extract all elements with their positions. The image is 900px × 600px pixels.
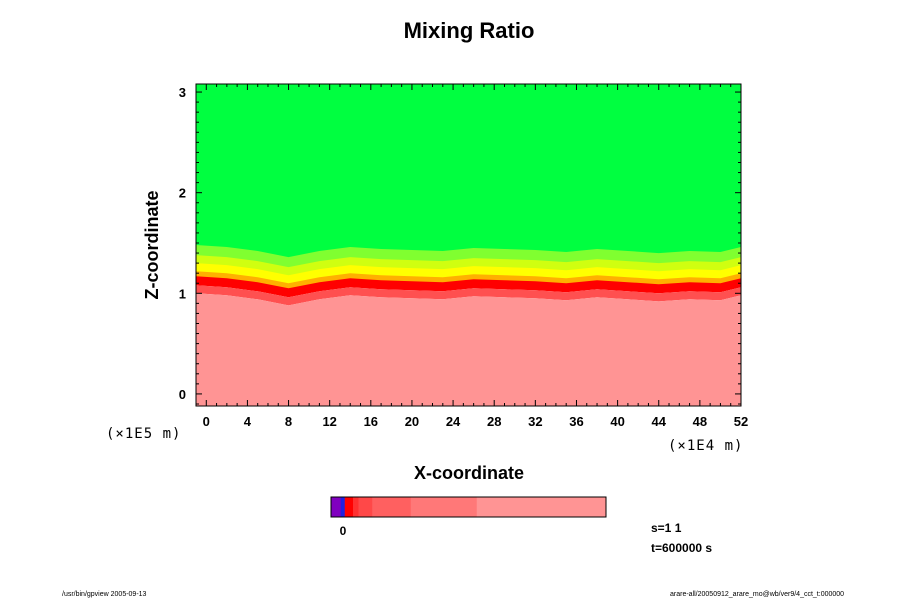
y-tick-label: 1 xyxy=(179,286,186,301)
x-tick-label: 48 xyxy=(693,414,707,429)
layer-front-lower xyxy=(196,285,741,306)
y-unit-label: (×1E5 m) xyxy=(106,426,181,442)
plot-frame xyxy=(195,83,742,407)
footer-right: arare-all/20050912_arare_mo@wb/ver9/4_cc… xyxy=(670,591,844,598)
colorbar-segment xyxy=(372,497,412,517)
x-tick-label: 36 xyxy=(569,414,583,429)
layer-lower xyxy=(196,293,741,406)
x-unit-label: (×1E4 m) xyxy=(668,438,743,454)
colorbar-segment xyxy=(340,497,346,517)
step-annotation: s=1 1 xyxy=(651,521,682,535)
colorbar-segment xyxy=(344,497,354,517)
x-tick-label: 28 xyxy=(487,414,501,429)
plot-area xyxy=(196,84,741,406)
x-tick-label: 0 xyxy=(203,414,210,429)
colorbar-segment xyxy=(476,497,607,517)
colorbar-label: 0 xyxy=(340,524,347,538)
x-tick-label: 32 xyxy=(528,414,542,429)
colorbar-segment xyxy=(410,497,478,517)
x-tick-label: 16 xyxy=(364,414,378,429)
time-annotation: t=600000 s xyxy=(651,541,712,555)
x-tick-label: 12 xyxy=(322,414,336,429)
x-axis-ticks xyxy=(205,84,742,406)
colorbar-segment xyxy=(353,497,359,517)
colorbar xyxy=(331,497,607,517)
x-tick-label: 52 xyxy=(734,414,748,429)
x-tick-label: 24 xyxy=(446,414,461,429)
colorbar-frame xyxy=(330,496,607,518)
x-tick-label: 4 xyxy=(244,414,252,429)
footer-left: /usr/bin/gpview 2005-09-13 xyxy=(62,591,147,598)
colorbar-segment xyxy=(331,497,342,517)
y-axis-title: Z-coordinate xyxy=(142,190,162,299)
chart-title: Mixing Ratio xyxy=(404,18,535,43)
x-tick-label: 44 xyxy=(652,414,667,429)
y-tick-label: 3 xyxy=(179,85,186,100)
x-axis-tick-labels: 0 4 8 12 16 20 24 28 32 36 40 44 48 52 xyxy=(203,414,749,429)
x-tick-label: 40 xyxy=(610,414,624,429)
y-tick-label: 2 xyxy=(179,186,186,201)
x-axis-title: X-coordinate xyxy=(414,463,524,483)
x-tick-label: 8 xyxy=(285,414,292,429)
y-axis-ticks xyxy=(196,91,741,405)
y-tick-label: 0 xyxy=(179,387,186,402)
colorbar-segment xyxy=(358,497,373,517)
x-tick-label: 20 xyxy=(405,414,419,429)
y-axis-tick-labels: 0 1 2 3 xyxy=(179,85,186,402)
layer-mixing-front xyxy=(196,276,741,298)
layer-upper xyxy=(196,84,741,294)
